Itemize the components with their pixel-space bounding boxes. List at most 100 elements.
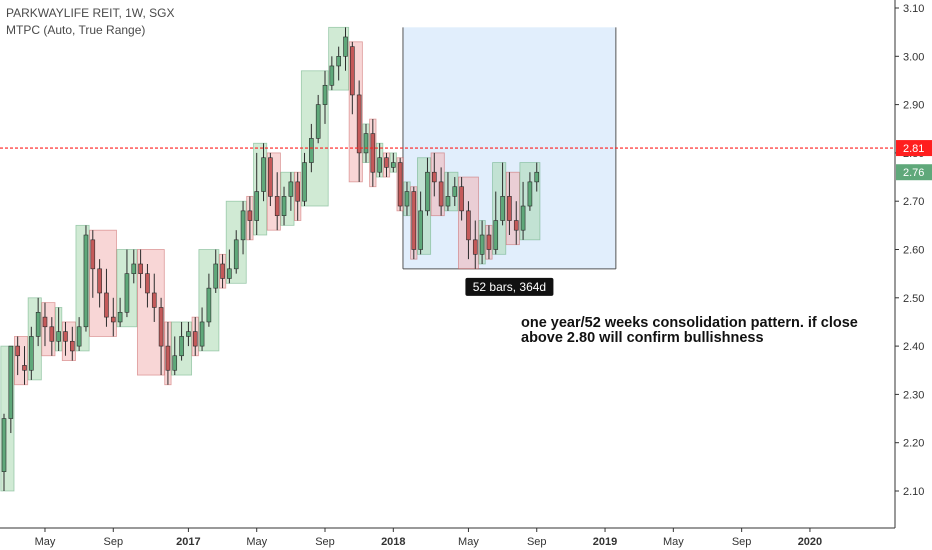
candle-up [329,65,335,86]
y-tick-label: 2.90 [903,100,924,112]
candle-down [90,239,96,270]
candle-up [302,162,307,202]
x-tick-label: May [246,536,267,548]
x-tick-label: Sep [315,536,335,548]
candle-down [295,181,300,202]
range-label: 52 bars, 364d [473,280,546,294]
candle-down [192,331,198,347]
candle-up [479,234,485,255]
candle-down [411,191,417,250]
candle-up [534,171,540,183]
candle-up [493,220,499,250]
candle-up [261,157,266,192]
x-tick-label: 2020 [798,536,822,548]
candle-down [466,210,471,241]
x-tick-label: Sep [732,536,752,548]
candle-down [274,196,280,216]
y-tick-label: 3.10 [903,3,924,15]
reference-price-tag: 2.81 [903,143,924,155]
candle-up [206,287,212,323]
candle-up [29,336,34,371]
candle-down [63,331,68,342]
y-tick-label: 2.10 [903,486,924,498]
candle-up [233,239,239,270]
x-tick-label: 2018 [381,536,405,548]
x-tick-label: 2019 [593,536,617,548]
candle-up [418,210,423,250]
candle-down [22,365,27,371]
candle-down [472,239,478,255]
candle-up [76,326,82,347]
candle-up [391,162,396,168]
x-tick-label: May [458,536,479,548]
candle-up [8,345,14,419]
last-price-tag: 2.76 [903,167,924,179]
x-tick-label: Sep [527,536,547,548]
candle-up [240,210,246,241]
candle-down [49,326,55,342]
candle-up [281,196,287,216]
candle-up [227,268,232,279]
candle-up [404,191,410,207]
candle-down [104,292,109,318]
candle-down [513,220,519,231]
candle-up [343,36,348,57]
candle-up [363,133,369,154]
candle-down [42,316,48,328]
candle-up [35,311,41,337]
candle-down [97,268,102,294]
candle-up [315,104,321,139]
range-label-bg [465,277,554,296]
candle-down [151,292,157,308]
indicator-label: MTPC (Auto, True Range) [6,23,146,37]
candle-down [397,162,403,207]
mtpc-down-box [14,336,29,386]
candle-down [220,263,225,279]
candle-up [131,263,137,274]
candle-down [507,196,512,221]
candle-down [70,340,75,352]
y-tick-label: 3.00 [903,51,924,63]
reference-price-tag-bg [896,140,932,157]
candle-down [459,186,464,212]
y-tick-label: 2.20 [903,438,924,450]
chart-title: PARKWAYLIFE REIT, 1W, SGX [6,6,175,20]
candle-up [83,234,89,328]
annotation-text: one year/52 weeks consolidation pattern.… [521,315,858,346]
y-tick-label: 2.60 [903,245,924,257]
candle-up [425,171,430,212]
candle-down [268,157,273,197]
candle-down [370,133,376,173]
candle-layer [1,27,540,491]
candle-down [438,181,444,207]
last-price-tag-bg [896,164,932,181]
candle-up [288,181,294,197]
candle-up [500,196,505,221]
candle-up [172,355,178,371]
candle-down [486,234,492,250]
candle-down [356,94,362,154]
y-tick-label: 2.70 [903,196,924,208]
x-tick-label: May [35,536,56,548]
candle-up [336,55,341,67]
candle-down [384,157,389,168]
candle-up [377,157,382,173]
candle-up [124,273,130,313]
candle-down [110,316,116,323]
candle-up [520,205,526,231]
candle-down [15,345,20,357]
candle-down [158,307,164,347]
y-tick-label: 2.30 [903,389,924,401]
candle-up [56,331,61,342]
candle-down [165,345,171,371]
candle-up [309,138,314,163]
candle-down [247,210,253,221]
y-tick-label: 2.50 [903,293,924,305]
candle-up [452,186,458,197]
x-tick-label: 2017 [176,536,200,548]
candle-down [138,263,143,274]
candle-up [254,191,260,221]
x-tick-label: May [663,536,684,548]
